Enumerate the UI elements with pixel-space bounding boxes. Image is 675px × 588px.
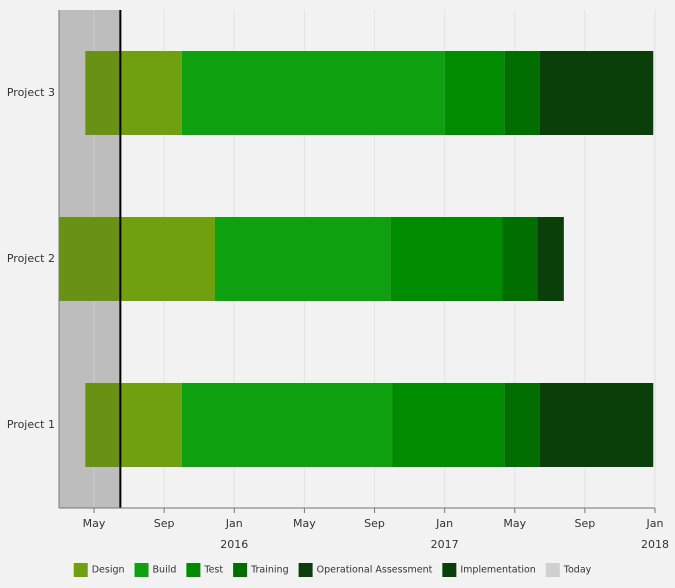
year-label: 2016 [220, 538, 248, 551]
legend-label: Build [153, 565, 177, 576]
y-tick-label: Project 3 [7, 86, 55, 99]
gantt-segment [502, 217, 538, 301]
gantt-segment [85, 383, 182, 467]
legend-swatch [298, 563, 313, 577]
gantt-segment [392, 383, 505, 467]
gantt-segment [444, 51, 505, 135]
gantt-segment [181, 51, 445, 135]
gantt-segment [504, 51, 540, 135]
legend-swatch [545, 563, 560, 577]
legend-swatch [73, 563, 88, 577]
legend-swatch [442, 563, 457, 577]
gantt-segment [59, 217, 216, 301]
x-tick-label: Jan [435, 517, 453, 530]
gantt-segment [181, 383, 393, 467]
today-overlay [59, 10, 121, 508]
legend-label: Training [250, 565, 289, 576]
gantt-segment [504, 383, 540, 467]
x-tick-label: Jan [646, 517, 664, 530]
legend-swatch [233, 563, 248, 577]
x-tick-label: Jan [225, 517, 243, 530]
legend-swatch [134, 563, 149, 577]
year-label: 2017 [431, 538, 459, 551]
gantt-segment [539, 51, 654, 135]
x-tick-label: May [293, 517, 316, 530]
x-tick-label: Sep [154, 517, 175, 530]
gantt-segment [85, 51, 182, 135]
y-tick-label: Project 2 [7, 252, 55, 265]
y-tick-label: Project 1 [7, 418, 55, 431]
gantt-segment [539, 383, 654, 467]
gantt-segment [537, 217, 564, 301]
legend-swatch [186, 563, 201, 577]
gantt-segment [215, 217, 391, 301]
legend-label: Design [92, 565, 125, 576]
gantt-segment [390, 217, 503, 301]
x-tick-label: Sep [575, 517, 596, 530]
legend-label: Test [203, 565, 223, 576]
legend-label: Implementation [460, 565, 535, 576]
legend-label: Operational Assessment [317, 565, 433, 576]
legend-label: Today [563, 565, 592, 576]
year-label: 2018 [641, 538, 669, 551]
x-tick-label: May [503, 517, 526, 530]
x-tick-label: May [83, 517, 106, 530]
x-tick-label: Sep [364, 517, 385, 530]
